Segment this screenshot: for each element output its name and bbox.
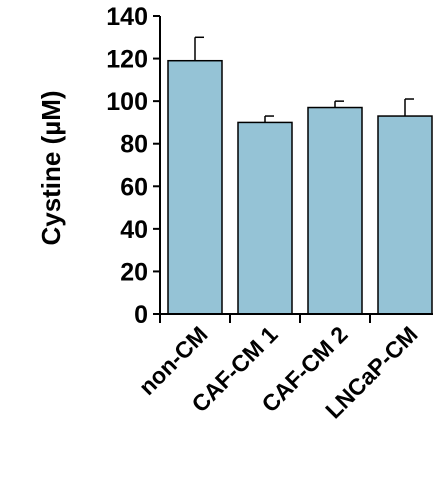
y-tick-label: 140 — [106, 3, 148, 31]
bar — [377, 115, 433, 315]
y-axis: 0 20 40 60 80 100 120 140 — [106, 3, 161, 329]
bars — [167, 36, 433, 315]
y-tick-label: 0 — [134, 301, 148, 329]
bar — [307, 106, 363, 315]
y-tick-label: 100 — [106, 88, 148, 116]
y-tick-label: 20 — [120, 258, 148, 286]
y-tick-label: 80 — [120, 131, 148, 159]
y-axis-title: Cystine (µM) — [36, 90, 66, 245]
y-tick-label: 60 — [120, 173, 148, 201]
bar — [167, 59, 223, 315]
y-tick-label: 120 — [106, 46, 148, 74]
y-tick-label: 40 — [120, 216, 148, 244]
bar — [237, 121, 293, 315]
